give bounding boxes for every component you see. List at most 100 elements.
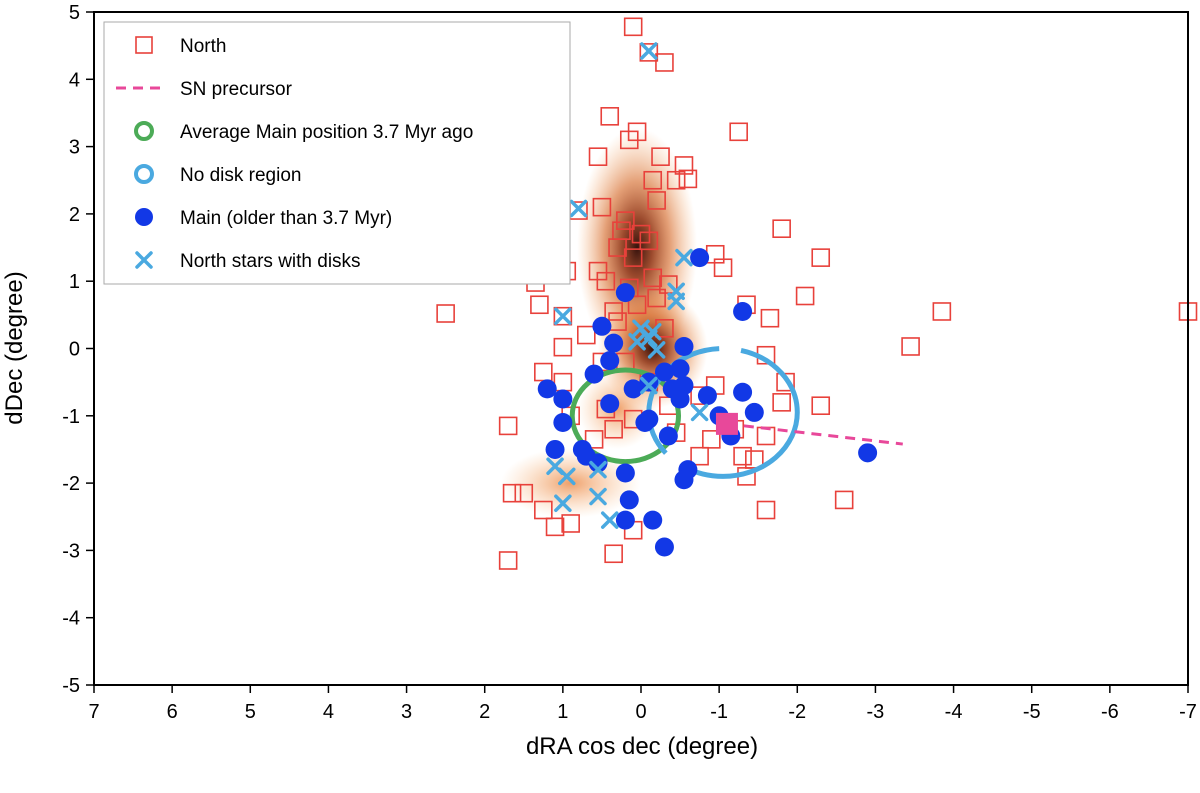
x-tick-label: 1 (557, 701, 568, 723)
north-point (713, 258, 733, 278)
north-point (534, 500, 553, 520)
x-stroke (640, 329, 658, 348)
north-point (795, 286, 815, 306)
north-point (733, 446, 752, 466)
north-disk-point (554, 494, 572, 513)
x-stroke (628, 333, 646, 351)
north-point (623, 17, 643, 37)
x-tick-label: 3 (401, 701, 412, 723)
north-point (502, 483, 522, 503)
north-point (627, 295, 647, 315)
main-point (670, 389, 690, 409)
north-disk-point (667, 292, 685, 311)
x-tick-label: 7 (88, 701, 99, 723)
north-point (647, 288, 666, 308)
legend-label: North (180, 36, 226, 57)
north-point (834, 490, 854, 510)
legend-label: Average Main position 3.7 Myr ago (180, 122, 473, 143)
main-point (639, 372, 659, 392)
north-point (776, 372, 795, 392)
legend-box (103, 21, 571, 285)
north-point (498, 551, 518, 570)
x-stroke (675, 248, 693, 267)
x-stroke (546, 457, 564, 476)
main-point (858, 443, 878, 463)
x-tick-label: -1 (710, 701, 728, 723)
main-point (643, 510, 663, 530)
main-point (604, 333, 624, 353)
avg-main-position-ring (569, 367, 682, 465)
north-point (514, 483, 534, 503)
north-point (901, 337, 920, 356)
north-point (811, 396, 831, 416)
north-point (639, 43, 659, 62)
legend-label: No disk region (180, 165, 301, 186)
y-axis-title: dDec (degree) (1, 271, 28, 424)
north-point (588, 147, 608, 166)
north-point (553, 337, 573, 357)
x-stroke (640, 42, 658, 60)
legend-square-icon (135, 36, 153, 54)
north-point (647, 191, 666, 210)
y-tick-label: 3 (69, 137, 80, 159)
y-tick-label: 1 (69, 271, 80, 293)
north-point (498, 416, 518, 436)
north-point (678, 169, 698, 189)
north-point (811, 248, 831, 267)
north-disk-point (589, 460, 607, 479)
x-tick-label: 5 (245, 701, 256, 723)
legend-x-icon (135, 251, 153, 269)
north-point (772, 393, 791, 412)
x-tick-label: 0 (635, 701, 646, 723)
main-point (615, 510, 635, 530)
main-point (744, 402, 764, 422)
north-point (655, 53, 674, 72)
north-point (623, 248, 643, 267)
main-point (654, 362, 674, 382)
north-point (545, 517, 565, 537)
legend-entry: North stars with disks (135, 251, 361, 272)
north-point (596, 271, 616, 291)
north-point (592, 197, 612, 217)
y-tick-label: -3 (62, 540, 80, 562)
north-point (729, 122, 748, 142)
north-disk-point (647, 341, 666, 359)
x-stroke (589, 460, 607, 479)
north-disk-point (589, 487, 607, 506)
main-point (545, 439, 565, 459)
x-tick-label: -5 (1023, 701, 1041, 723)
north-point (690, 446, 709, 466)
north-point (674, 156, 694, 175)
north-point (600, 107, 620, 126)
main-point (670, 359, 690, 379)
north-point (561, 514, 580, 533)
main-point (588, 453, 608, 473)
main-point (674, 470, 694, 490)
north-point (643, 268, 663, 288)
y-tick-label: -5 (62, 675, 80, 697)
north-disk-point (600, 511, 619, 529)
north-point (436, 304, 455, 323)
legend-label: North stars with disks (180, 251, 361, 272)
legend: North SN precursor Average Main position 3… (103, 21, 571, 285)
sn-precursor-track (726, 422, 903, 446)
y-tick-label: -4 (62, 608, 80, 630)
main-point (674, 336, 694, 356)
sn-precursor-marker (715, 412, 738, 435)
north-point (530, 295, 549, 315)
y-tick-label: -1 (62, 406, 80, 428)
legend-entry: SN precursor (116, 79, 293, 100)
main-point (615, 463, 635, 483)
main-point (623, 379, 643, 399)
x-tick-label: -3 (867, 701, 885, 723)
y-tick-label: 2 (69, 204, 80, 226)
x-stroke (690, 403, 709, 422)
main-point (553, 389, 573, 409)
main-point (658, 426, 678, 446)
north-point (639, 231, 659, 251)
main-point (615, 283, 635, 303)
north-point (756, 500, 776, 520)
north-disk-point (640, 376, 658, 395)
x-stroke (554, 307, 572, 325)
north-point (534, 362, 553, 382)
